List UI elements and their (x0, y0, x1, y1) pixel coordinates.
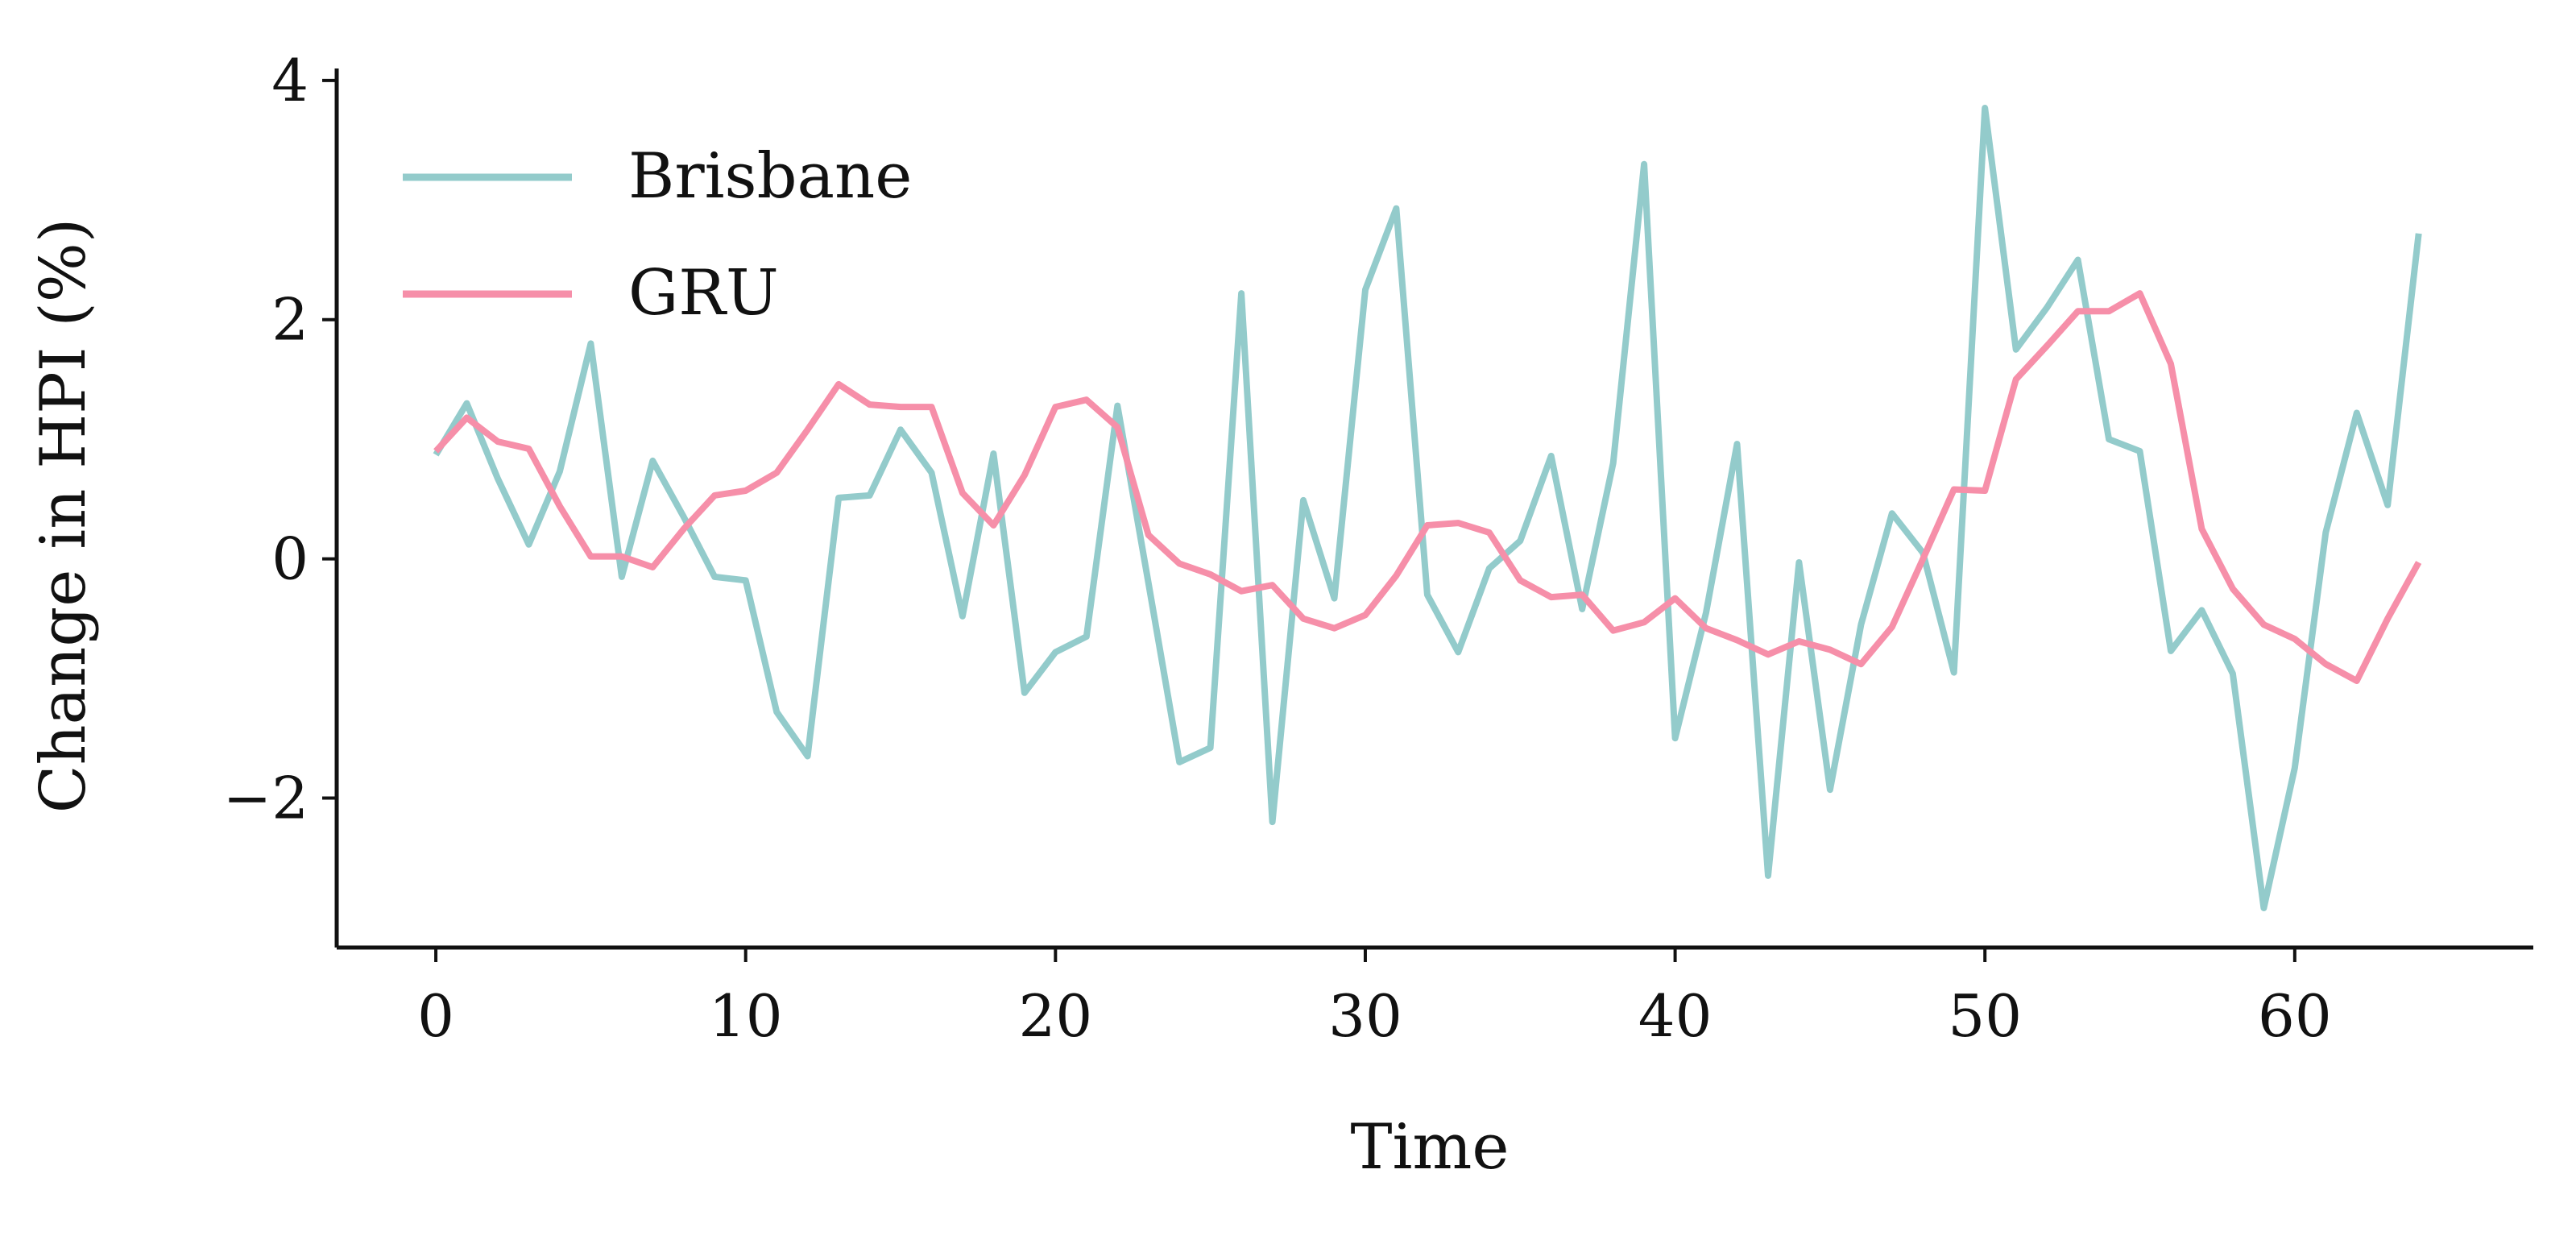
y-tick-label: 2 (271, 286, 309, 354)
x-tick-label: 50 (1948, 982, 2022, 1050)
series-line-brisbane (433, 105, 2422, 911)
x-tick-label: 40 (1638, 982, 1713, 1050)
axes: 0 10 20 30 40 50 60 −2 0 2 4 (223, 47, 2533, 1050)
x-axis-label: Time (1350, 1111, 1509, 1184)
y-axis-label: Change in HPI (%) (27, 218, 100, 814)
legend-label: GRU (628, 257, 779, 330)
x-tick-label: 0 (417, 982, 454, 1050)
y-tick-label: 0 (271, 525, 309, 593)
series-group (433, 105, 2422, 911)
y-tick-label: 4 (271, 47, 309, 114)
x-tick-label: 60 (2258, 982, 2332, 1050)
x-tick-label: 20 (1019, 982, 1093, 1050)
x-tick-label: 30 (1328, 982, 1402, 1050)
legend-label: Brisbane (628, 140, 912, 213)
series-line-gru (433, 290, 2422, 684)
y-tick-label: −2 (223, 764, 309, 832)
legend: Brisbane GRU (403, 140, 912, 330)
x-tick-label: 10 (709, 982, 783, 1050)
